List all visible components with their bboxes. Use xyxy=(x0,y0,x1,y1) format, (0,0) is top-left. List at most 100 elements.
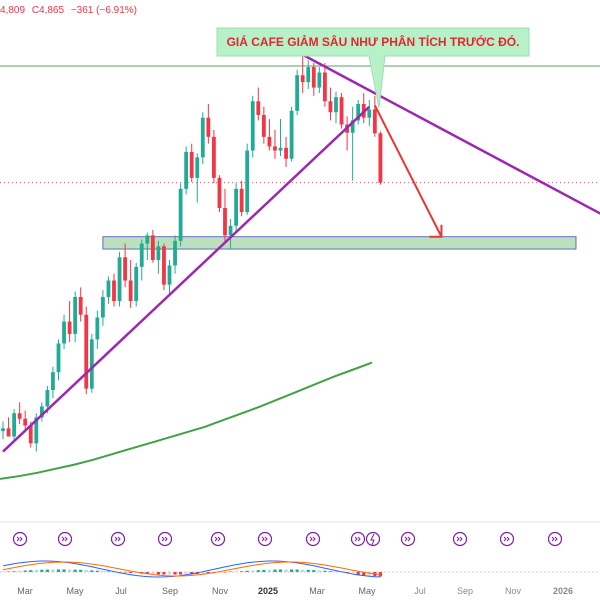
event-marker-icon[interactable] xyxy=(12,531,28,547)
candle-body xyxy=(45,390,50,407)
candle[interactable] xyxy=(134,262,139,307)
event-marker-icon[interactable] xyxy=(452,531,468,547)
candle[interactable] xyxy=(117,251,122,307)
candle[interactable] xyxy=(306,60,311,89)
candle[interactable] xyxy=(184,146,189,195)
candle[interactable] xyxy=(239,180,244,217)
x-axis-label: Nov xyxy=(212,586,229,596)
candle[interactable] xyxy=(56,339,61,381)
candle[interactable] xyxy=(12,409,16,441)
candle[interactable] xyxy=(284,136,288,167)
event-marker-icon[interactable] xyxy=(305,531,321,547)
candle[interactable] xyxy=(217,175,222,213)
candle[interactable] xyxy=(101,290,105,326)
candle[interactable] xyxy=(189,143,194,182)
candle[interactable] xyxy=(1,421,5,440)
candle[interactable] xyxy=(278,119,283,156)
candle-body xyxy=(39,406,44,418)
candle[interactable] xyxy=(206,104,211,144)
candle[interactable] xyxy=(39,402,44,422)
candle[interactable] xyxy=(95,310,100,349)
candle[interactable] xyxy=(345,116,349,151)
projection-arrow-shaft[interactable] xyxy=(373,104,443,238)
candle[interactable] xyxy=(300,52,305,94)
macd-histogram-bar xyxy=(273,569,277,572)
candle-body xyxy=(178,188,183,241)
candle[interactable] xyxy=(250,95,255,158)
candle[interactable] xyxy=(328,87,333,121)
candle-body xyxy=(156,246,161,260)
candle[interactable] xyxy=(356,99,361,125)
candle[interactable] xyxy=(350,106,355,181)
candle[interactable] xyxy=(317,67,322,94)
candle[interactable] xyxy=(67,301,72,343)
candle[interactable] xyxy=(112,273,116,307)
candle[interactable] xyxy=(156,240,161,274)
candle[interactable] xyxy=(78,287,83,322)
candle[interactable] xyxy=(273,130,277,159)
candle[interactable] xyxy=(223,188,227,241)
descending-trendline[interactable] xyxy=(302,53,600,236)
candle[interactable] xyxy=(6,417,11,437)
candle[interactable] xyxy=(234,183,238,233)
candle[interactable] xyxy=(51,366,55,399)
ascending-trendline[interactable] xyxy=(2,105,371,453)
candle-body xyxy=(106,280,111,297)
candle[interactable] xyxy=(73,291,78,343)
candle[interactable] xyxy=(378,131,383,185)
candle[interactable] xyxy=(195,153,200,203)
candle[interactable] xyxy=(123,243,127,288)
candle[interactable] xyxy=(62,314,66,349)
moving-average-line[interactable] xyxy=(0,361,373,480)
event-marker-icon[interactable] xyxy=(210,531,226,547)
candle[interactable] xyxy=(361,93,366,124)
candle-body xyxy=(284,147,288,159)
candle[interactable] xyxy=(256,87,261,121)
event-marker-circle xyxy=(400,531,416,547)
candle[interactable] xyxy=(150,229,155,263)
event-marker-icon[interactable] xyxy=(350,531,366,547)
macd-histogram-bar xyxy=(51,569,55,572)
candle[interactable] xyxy=(323,62,327,107)
candle[interactable] xyxy=(173,235,177,274)
annotation-callout[interactable] xyxy=(216,27,530,109)
event-marker-icon[interactable] xyxy=(400,531,416,547)
candle[interactable] xyxy=(17,402,22,425)
event-marker-icon[interactable] xyxy=(499,531,515,547)
candle[interactable] xyxy=(311,62,316,96)
event-marker-icon[interactable] xyxy=(110,531,126,547)
macd-signal-line[interactable] xyxy=(2,561,381,577)
macd-histogram-bar xyxy=(356,572,360,576)
event-marker-icon[interactable] xyxy=(257,531,273,547)
x-axis-label: May xyxy=(66,586,84,596)
candle[interactable] xyxy=(367,99,372,126)
event-marker-icon[interactable] xyxy=(547,531,563,547)
candle[interactable] xyxy=(23,410,28,430)
candle[interactable] xyxy=(106,276,111,304)
candle[interactable] xyxy=(372,95,377,137)
event-marker-icon[interactable] xyxy=(57,531,73,547)
macd-histogram-bar xyxy=(106,571,111,572)
candle[interactable] xyxy=(289,106,294,162)
candle[interactable] xyxy=(145,232,150,260)
candle[interactable] xyxy=(267,119,272,151)
candle[interactable] xyxy=(245,143,250,215)
candle[interactable] xyxy=(162,243,166,291)
candle[interactable] xyxy=(84,306,89,395)
candle[interactable] xyxy=(139,239,144,281)
flash-marker-icon[interactable] xyxy=(365,531,381,547)
candle[interactable] xyxy=(128,260,133,308)
candle[interactable] xyxy=(295,69,300,115)
event-marker-icon[interactable] xyxy=(157,531,173,547)
candle[interactable] xyxy=(89,333,94,393)
candle[interactable] xyxy=(167,260,172,295)
macd-line[interactable] xyxy=(2,560,381,578)
candle[interactable] xyxy=(339,93,344,129)
candle[interactable] xyxy=(200,112,205,165)
candle[interactable] xyxy=(228,218,233,250)
candle[interactable] xyxy=(261,106,266,144)
candle[interactable] xyxy=(178,183,183,247)
candle[interactable] xyxy=(212,130,216,184)
candle[interactable] xyxy=(334,91,338,124)
